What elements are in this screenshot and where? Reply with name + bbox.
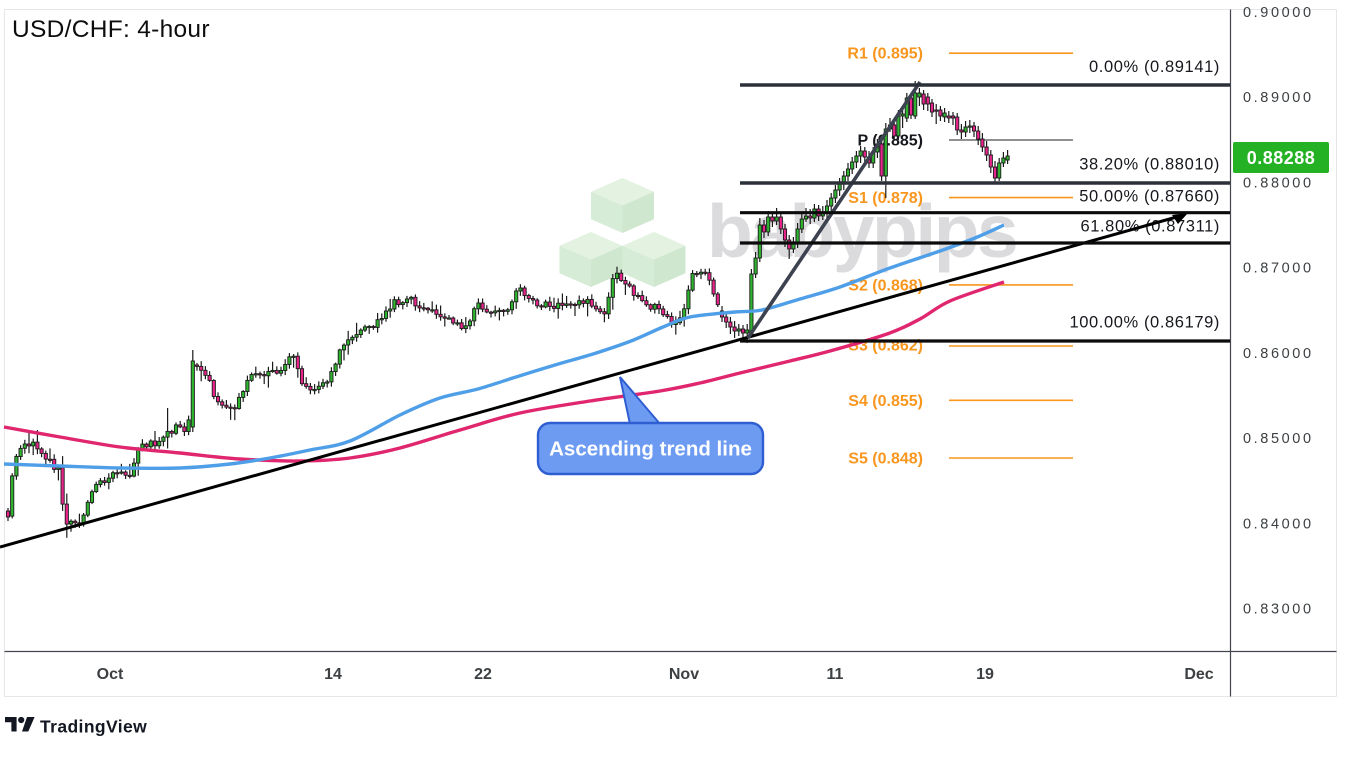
svg-text:38.20% (0.88010): 38.20% (0.88010) bbox=[1079, 156, 1220, 174]
svg-text:S2 (0.868): S2 (0.868) bbox=[848, 277, 923, 294]
svg-text:0.86000: 0.86000 bbox=[1243, 346, 1314, 362]
svg-text:S4 (0.855): S4 (0.855) bbox=[848, 393, 923, 410]
svg-text:19: 19 bbox=[976, 666, 994, 683]
svg-text:0.85000: 0.85000 bbox=[1243, 431, 1314, 447]
svg-text:100.00% (0.86179): 100.00% (0.86179) bbox=[1069, 314, 1220, 332]
svg-text:S5 (0.848): S5 (0.848) bbox=[848, 451, 923, 468]
svg-text:14: 14 bbox=[324, 666, 342, 683]
svg-text:0.88288: 0.88288 bbox=[1247, 148, 1316, 168]
svg-text:TradingView: TradingView bbox=[40, 717, 147, 737]
svg-text:Ascending trend line: Ascending trend line bbox=[549, 438, 752, 461]
svg-text:P (0.885): P (0.885) bbox=[857, 133, 923, 150]
svg-text:22: 22 bbox=[474, 666, 492, 683]
svg-text:0.00% (0.89141): 0.00% (0.89141) bbox=[1089, 58, 1220, 76]
svg-text:USD/CHF: 4-hour: USD/CHF: 4-hour bbox=[12, 16, 210, 43]
svg-text:0.88000: 0.88000 bbox=[1243, 175, 1314, 191]
svg-text:11: 11 bbox=[827, 666, 844, 683]
svg-text:0.83000: 0.83000 bbox=[1243, 602, 1314, 618]
svg-text:Dec: Dec bbox=[1184, 666, 1213, 683]
svg-text:0.89000: 0.89000 bbox=[1243, 90, 1314, 106]
svg-text:61.80% (0.87311): 61.80% (0.87311) bbox=[1080, 217, 1220, 235]
svg-text:0.87000: 0.87000 bbox=[1243, 261, 1314, 277]
svg-text:0.84000: 0.84000 bbox=[1243, 516, 1314, 532]
svg-text:50.00% (0.87660): 50.00% (0.87660) bbox=[1079, 188, 1220, 206]
svg-text:Nov: Nov bbox=[669, 666, 699, 683]
svg-text:Oct: Oct bbox=[97, 666, 124, 683]
svg-text:S1 (0.878): S1 (0.878) bbox=[848, 190, 923, 207]
svg-text:0.90000: 0.90000 bbox=[1243, 5, 1314, 21]
svg-text:R1 (0.895): R1 (0.895) bbox=[847, 46, 923, 63]
